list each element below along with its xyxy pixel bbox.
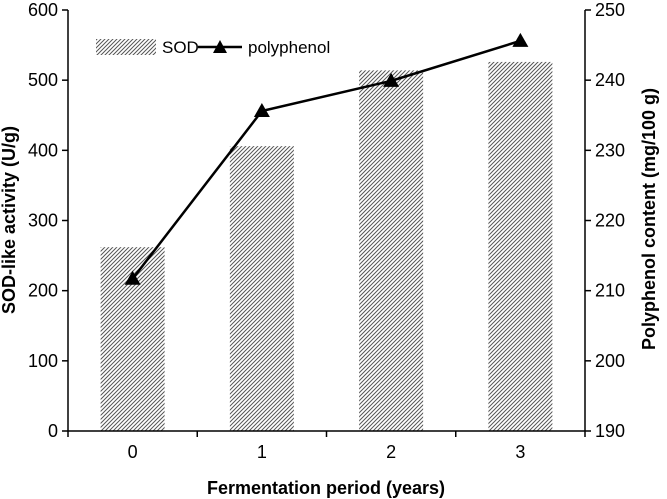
x-tick-label: 2 — [386, 442, 396, 462]
left-tick-label: 400 — [28, 140, 58, 160]
x-tick-label: 1 — [257, 442, 267, 462]
left-y-ticks: 0 100 200 300 400 500 600 — [28, 0, 68, 441]
right-tick-label: 230 — [595, 140, 625, 160]
x-ticks: 0 1 2 3 — [67, 431, 586, 462]
right-tick-label: 190 — [595, 421, 625, 441]
left-y-axis-title: SOD-like activity (U/g) — [0, 126, 19, 314]
polyphenol-point-2 — [383, 72, 400, 87]
right-tick-label: 250 — [595, 0, 625, 20]
x-tick-label: 3 — [515, 442, 525, 462]
sod-bar-2 — [359, 70, 424, 432]
right-tick-label: 210 — [595, 281, 625, 301]
right-tick-label: 220 — [595, 211, 625, 231]
polyphenol-series-line — [131, 39, 521, 280]
left-tick-label: 300 — [28, 211, 58, 231]
polyphenol-point-3 — [512, 32, 529, 47]
left-tick-label: 200 — [28, 281, 58, 301]
x-axis-title: Fermentation period (years) — [207, 478, 445, 498]
polyphenol-point-1 — [253, 103, 270, 118]
legend-sod-label: SOD — [162, 38, 199, 57]
legend-sod-swatch — [96, 39, 156, 55]
left-tick-label: 0 — [48, 421, 58, 441]
left-tick-label: 600 — [28, 0, 58, 20]
legend-polyphenol-label: polyphenol — [248, 38, 330, 57]
right-y-ticks: 190 200 210 220 230 240 250 — [585, 0, 625, 441]
polyphenol-point-0 — [124, 270, 141, 285]
right-tick-label: 240 — [595, 70, 625, 90]
sod-bars — [100, 61, 553, 432]
sod-bar-1 — [229, 146, 294, 431]
legend: SOD polyphenol — [96, 38, 330, 57]
right-y-axis-title: Polyphenol content (mg/100 g) — [639, 88, 659, 350]
sod-bar-3 — [488, 61, 553, 431]
polyphenol-line — [124, 32, 529, 285]
left-tick-label: 500 — [28, 70, 58, 90]
right-tick-label: 200 — [595, 351, 625, 371]
legend-polyphenol-marker — [213, 40, 227, 53]
x-tick-label: 0 — [128, 442, 138, 462]
left-tick-label: 100 — [28, 351, 58, 371]
